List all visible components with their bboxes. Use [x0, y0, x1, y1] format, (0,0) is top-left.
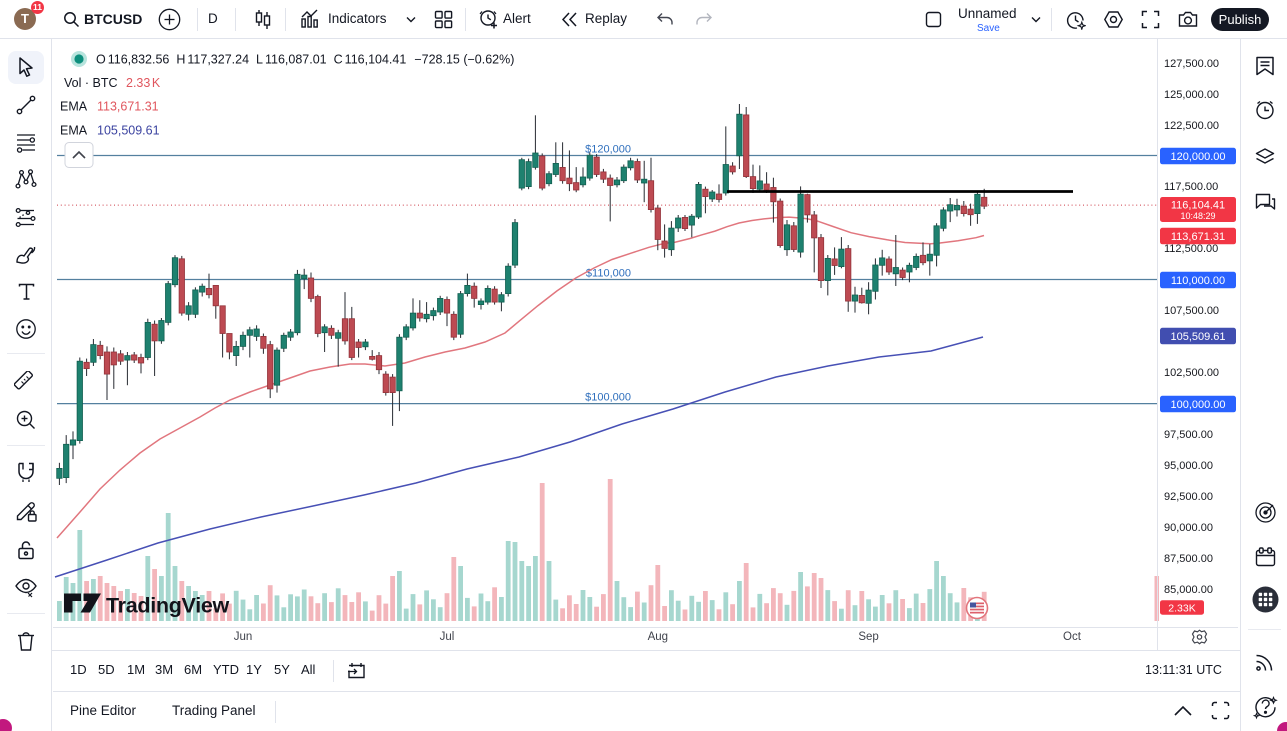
svg-text:125,000.00: 125,000.00 [1164, 89, 1219, 101]
svg-text:Jun: Jun [234, 631, 253, 643]
svg-text:120,000.00: 120,000.00 [1170, 151, 1225, 163]
svg-text:112,500.00: 112,500.00 [1164, 243, 1218, 255]
svg-text:97,500.00: 97,500.00 [1164, 429, 1213, 441]
svg-text:85,000.00: 85,000.00 [1164, 584, 1213, 596]
svg-text:102,500.00: 102,500.00 [1164, 367, 1219, 379]
svg-text:2.33K: 2.33K [126, 76, 161, 90]
svg-text:95,000.00: 95,000.00 [1164, 460, 1213, 472]
svg-text:105,509.61: 105,509.61 [1170, 331, 1225, 343]
svg-text:EMA: EMA [60, 124, 88, 138]
svg-text:$120,000: $120,000 [585, 143, 631, 155]
svg-text:113,671.31: 113,671.31 [97, 100, 159, 114]
svg-text:$110,000: $110,000 [586, 267, 631, 279]
svg-text:87,500.00: 87,500.00 [1164, 553, 1213, 565]
svg-text:Jul: Jul [440, 631, 455, 643]
svg-text:Oct: Oct [1063, 631, 1082, 643]
svg-text:127,500.00: 127,500.00 [1164, 58, 1219, 70]
svg-text:2.33K: 2.33K [1168, 602, 1195, 614]
svg-text:117,500.00: 117,500.00 [1164, 181, 1218, 193]
svg-text:110,000.00: 110,000.00 [1171, 275, 1225, 287]
svg-text:10:48:29: 10:48:29 [1180, 211, 1215, 221]
svg-text:92,500.00: 92,500.00 [1164, 491, 1213, 503]
svg-text:TradingView: TradingView [106, 594, 230, 618]
svg-text:EMA: EMA [60, 100, 88, 114]
svg-text:105,509.61: 105,509.61 [97, 124, 160, 138]
svg-text:107,500.00: 107,500.00 [1164, 305, 1219, 317]
svg-text:116,104.41: 116,104.41 [1171, 200, 1225, 212]
svg-text:$100,000: $100,000 [585, 391, 631, 403]
svg-text:122,500.00: 122,500.00 [1164, 120, 1219, 132]
svg-text:Aug: Aug [648, 631, 668, 643]
svg-text:90,000.00: 90,000.00 [1164, 522, 1213, 534]
svg-text:Vol · BTC: Vol · BTC [64, 76, 118, 90]
svg-text:Sep: Sep [858, 631, 878, 643]
svg-text:100,000.00: 100,000.00 [1170, 399, 1225, 411]
svg-text:113,671.31: 113,671.31 [1171, 231, 1225, 243]
